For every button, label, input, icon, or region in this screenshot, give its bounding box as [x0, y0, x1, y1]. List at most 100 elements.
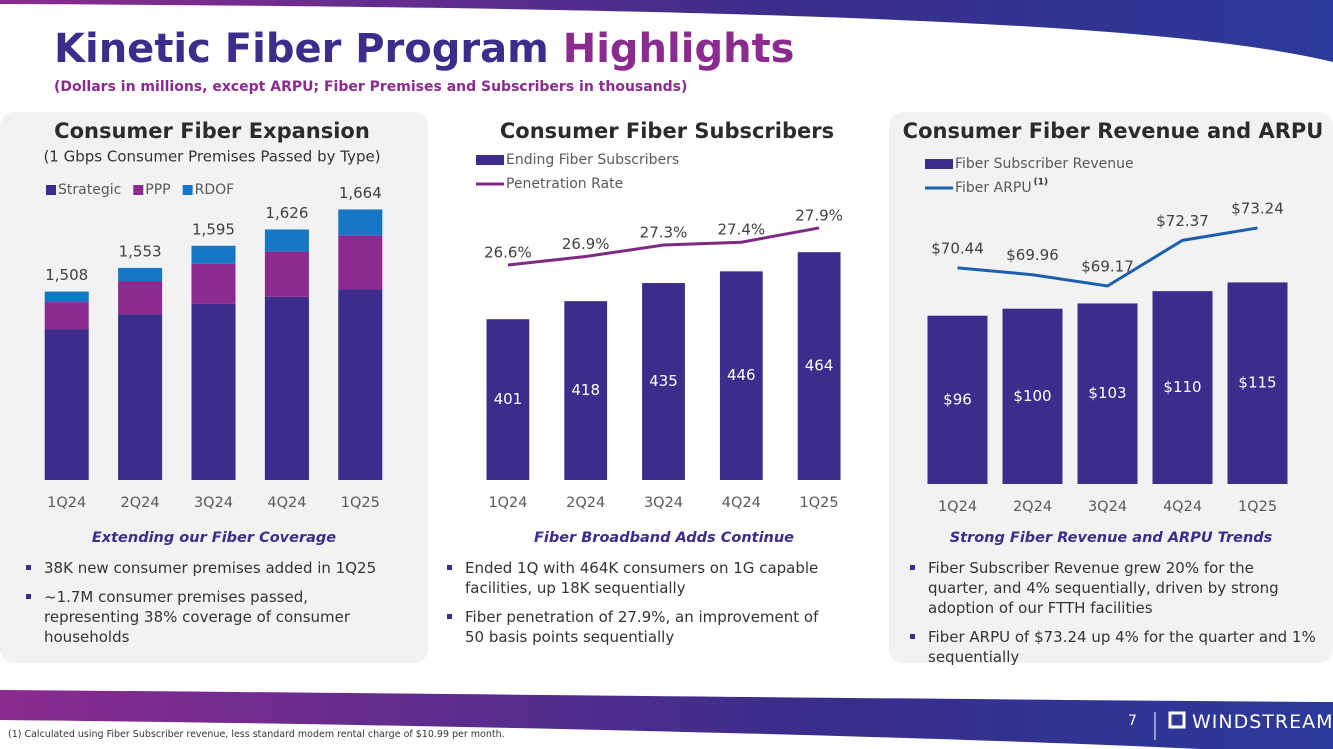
bar	[719, 271, 763, 480]
data-label: $73.24	[1231, 199, 1284, 217]
chart-title: Consumer Fiber Revenue and ARPU	[903, 119, 1324, 143]
data-label: 26.9%	[562, 235, 610, 253]
data-label: $115	[1238, 374, 1276, 392]
line	[957, 226, 1258, 288]
bar-segment	[118, 267, 163, 282]
subtitle: (Dollars in millions, except ARPU; Fiber…	[54, 79, 688, 95]
bullets: Ended 1Q with 464K consumers on 1G capab…	[445, 558, 840, 656]
bar	[486, 319, 530, 480]
data-label: $96	[943, 390, 972, 408]
bar	[1077, 303, 1138, 484]
bullets: 38K new consumer premises added in 1Q25 ~…	[24, 558, 404, 656]
data-label: 401	[494, 390, 523, 408]
logo: WINDSTREAM	[1192, 711, 1333, 733]
data-label: 446	[727, 366, 756, 384]
data-label: $100	[1013, 387, 1051, 405]
title-highlight: Highlights	[562, 26, 795, 72]
data-label: 27.9%	[795, 206, 843, 224]
legend-swatch	[133, 185, 144, 195]
x-tick-label: 1Q24	[47, 495, 86, 511]
page-number: 7	[1128, 713, 1137, 729]
caption: Extending our Fiber Coverage	[91, 530, 337, 546]
bar	[1227, 282, 1288, 484]
x-tick-label: 2Q24	[121, 495, 160, 511]
legend-label: PPP	[145, 182, 170, 198]
legend-swatch	[46, 185, 56, 195]
bar-segment	[338, 209, 383, 236]
caption: Strong Fiber Revenue and ARPU Trends	[949, 530, 1273, 546]
bullet: Fiber Subscriber Revenue grew 20% for th…	[908, 558, 1318, 618]
total-label: 1,553	[119, 242, 162, 260]
bar	[797, 252, 841, 480]
total-label: 1,508	[45, 266, 88, 284]
bar-segment	[44, 329, 89, 480]
data-label: 27.4%	[717, 221, 765, 239]
total-label: 1,595	[192, 220, 235, 238]
bar-segment	[191, 245, 236, 264]
caption: Fiber Broadband Adds Continue	[533, 530, 795, 546]
x-tick-label: 3Q24	[194, 495, 233, 511]
title: Kinetic Fiber Program Highlights	[54, 26, 795, 72]
data-label: 435	[649, 372, 678, 390]
x-tick-label: 1Q24	[488, 495, 527, 511]
x-tick-label: 4Q24	[1163, 499, 1202, 515]
legend-label: Fiber ARPU	[955, 180, 1032, 196]
total-label: 1,626	[265, 204, 308, 222]
bar-segment	[191, 303, 236, 480]
bullet: Fiber penetration of 27.9%, an improveme…	[445, 607, 840, 647]
x-tick-label: 1Q25	[1238, 499, 1277, 515]
data-label: $70.44	[931, 239, 984, 257]
bar-segment	[264, 229, 309, 252]
data-label: $72.37	[1156, 212, 1209, 230]
chart-title: Consumer Fiber Subscribers	[500, 119, 834, 143]
chart-subtitle: (1 Gbps Consumer Premises Passed by Type…	[43, 148, 380, 166]
data-label: $103	[1088, 384, 1126, 402]
title-text: Kinetic Fiber Program	[54, 26, 549, 72]
bar	[1152, 291, 1213, 484]
legend-note: (1)	[1034, 178, 1049, 188]
legend-swatch	[925, 159, 953, 169]
legend-label: Strategic	[58, 182, 121, 198]
bar-segment	[118, 314, 163, 480]
data-label: 27.3%	[640, 224, 688, 242]
bullet: Ended 1Q with 464K consumers on 1G capab…	[445, 558, 840, 598]
logo-icon	[1168, 711, 1186, 729]
bar-segment	[338, 235, 383, 290]
line	[507, 226, 820, 267]
bar	[642, 283, 685, 480]
bar	[1002, 308, 1063, 484]
bar-segment	[118, 281, 163, 315]
bar	[564, 301, 608, 480]
x-tick-label: 4Q24	[267, 495, 306, 511]
bar-segment	[338, 289, 383, 480]
top-band	[0, 0, 1333, 62]
bullet: Fiber ARPU of $73.24 up 4% for the quart…	[908, 627, 1318, 667]
bullets: Fiber Subscriber Revenue grew 20% for th…	[908, 558, 1318, 676]
data-label: 464	[805, 357, 834, 375]
bar-segment	[191, 263, 236, 304]
bar-segment	[264, 296, 309, 480]
data-label: 26.6%	[484, 244, 532, 262]
x-tick-label: 1Q25	[341, 495, 380, 511]
bar	[927, 315, 988, 484]
total-label: 1,664	[339, 184, 382, 202]
footnote: (1) Calculated using Fiber Subscriber re…	[8, 729, 505, 740]
chart-title: Consumer Fiber Expansion	[54, 119, 370, 143]
legend-label: Penetration Rate	[506, 176, 623, 192]
x-tick-label: 3Q24	[1088, 499, 1127, 515]
x-tick-label: 4Q24	[722, 495, 761, 511]
data-label: 418	[571, 381, 600, 399]
x-tick-label: 2Q24	[566, 495, 605, 511]
bullet: ~1.7M consumer premises passed, represen…	[24, 587, 404, 647]
x-tick-label: 1Q24	[938, 499, 977, 515]
bar-segment	[264, 251, 309, 297]
data-label: $69.17	[1081, 257, 1134, 275]
bottom-band	[0, 690, 1333, 749]
bar-segment	[44, 291, 89, 303]
x-tick-label: 1Q25	[800, 495, 839, 511]
bar-segment	[44, 302, 89, 330]
x-tick-label: 2Q24	[1013, 499, 1052, 515]
x-tick-label: 3Q24	[644, 495, 683, 511]
legend-label: Fiber Subscriber Revenue	[955, 156, 1134, 172]
